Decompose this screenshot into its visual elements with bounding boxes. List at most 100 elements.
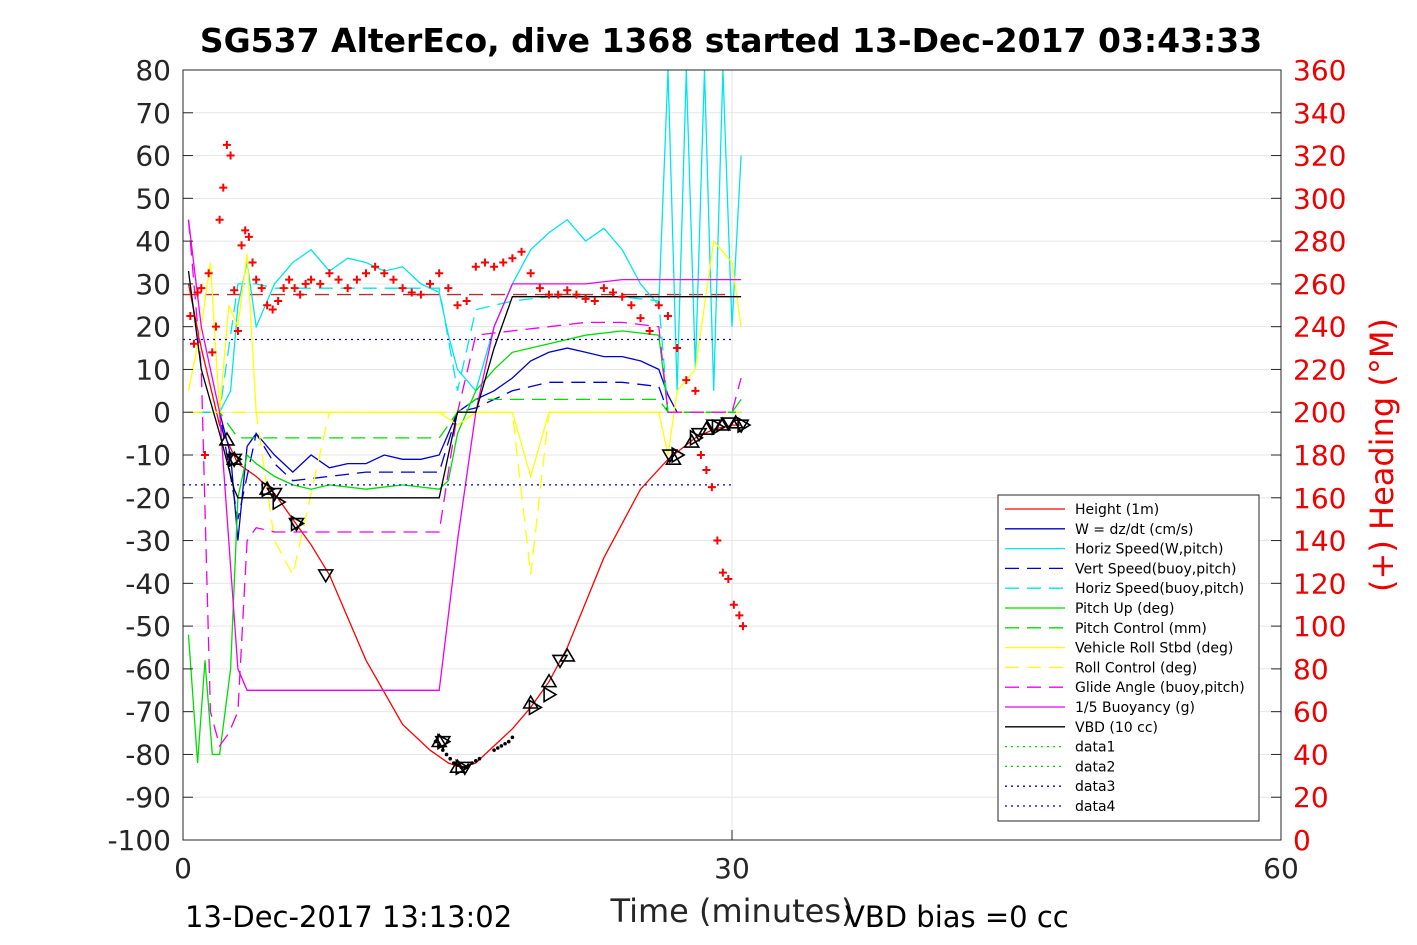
marker-dot (470, 761, 474, 765)
heading-point (371, 262, 380, 271)
x-axis-ticks: 0 30 60 (174, 830, 1299, 885)
heading-point (197, 284, 206, 293)
heading-point (186, 311, 195, 320)
heading-point (627, 301, 636, 310)
marker-triangle-right (228, 450, 243, 468)
heading-point (590, 297, 599, 305)
heading-point (729, 600, 738, 609)
heading-point (189, 339, 198, 348)
marker-triangle-down (661, 449, 679, 464)
legend-label-height: Height (1m) (1075, 502, 1159, 518)
heading-point (718, 568, 727, 577)
heading-point (211, 322, 220, 331)
x-axis-label: Time (minutes) (610, 892, 854, 930)
footer-vbd-bias: VBD bias =0 cc (845, 900, 1069, 934)
y2-tick-label: 300 (1293, 182, 1346, 215)
y-tick-label: 70 (135, 97, 171, 130)
marker-dot (441, 748, 445, 752)
y2-tick-label: 280 (1293, 225, 1346, 258)
x-tick-label: 60 (1263, 852, 1299, 885)
heading-point (301, 279, 310, 288)
heading-point (215, 215, 224, 224)
marker-dot (448, 756, 452, 761)
heading-point (609, 288, 618, 297)
marker-dot (506, 739, 511, 744)
y2-tick-label: 260 (1293, 268, 1346, 301)
heading-point (738, 622, 747, 631)
heading-point (252, 275, 261, 284)
heading-point (204, 269, 213, 278)
y2-tick-label: 320 (1293, 140, 1346, 173)
marker-dot (444, 752, 449, 757)
marker-triangle-right (455, 758, 470, 776)
y-tick-label: 60 (135, 140, 171, 173)
y-tick-label: -80 (125, 738, 171, 771)
legend-label-roll: Vehicle Roll Stbd (deg) (1075, 641, 1233, 657)
heading-point (462, 297, 471, 305)
marker-triangle-right (261, 480, 276, 498)
legend-label-glide_angle: Glide Angle (buoy,pitch) (1075, 680, 1245, 696)
y2-tick-label: 40 (1293, 738, 1329, 771)
heading-point (380, 269, 389, 278)
heading-point (581, 294, 590, 303)
y-tick-label: 80 (135, 54, 171, 87)
marker-triangle-up (540, 673, 558, 688)
heading-point (735, 611, 744, 620)
marker-triangle-right (737, 416, 752, 434)
heading-point (290, 284, 299, 293)
legend-label-vbd: VBD (10 cc) (1075, 720, 1158, 736)
y-axis-ticks: -100-90-80-70-60-50-40-30-20-10010203040… (107, 54, 193, 857)
y2-tick-label: 180 (1293, 439, 1346, 472)
heading-point (663, 311, 672, 320)
y2-axis-ticks: 0 20 40 60 80 100 120 140 160 180 200 220 240 260 280 3… (1271, 54, 1346, 857)
x-tick-label: 30 (714, 852, 750, 885)
heading-point (268, 305, 277, 314)
y-tick-label: 50 (135, 182, 171, 215)
legend-label-pitch_control: Pitch Control (mm) (1075, 621, 1207, 637)
heading-point (296, 290, 305, 299)
heading-point (490, 262, 499, 271)
heading-point (696, 451, 705, 459)
y-tick-label: 20 (135, 311, 171, 344)
marker-triangle-right (543, 686, 558, 703)
heading-point (416, 290, 425, 299)
marker-triangle-right (290, 515, 306, 532)
heading-point (325, 269, 334, 278)
marker-dot (503, 741, 507, 746)
heading-point (222, 140, 231, 149)
heading-point (499, 258, 508, 267)
chart-title: SG537 AlterEco, dive 1368 started 13-Dec… (200, 21, 1262, 60)
y-tick-label: -10 (125, 439, 171, 472)
marker-dot (433, 739, 438, 744)
series-line-glide_angle (187, 219, 742, 748)
y-tick-label: -30 (125, 525, 171, 558)
y-tick-label: 10 (135, 353, 171, 386)
series-line-vert_speed_buoy (188, 381, 742, 520)
heading-point (230, 286, 239, 295)
legend-label-vert_speed_buoy: Vert Speed(buoy,pitch) (1075, 561, 1237, 577)
heading-point (471, 262, 480, 271)
marker-dot (455, 763, 460, 767)
marker-dot (466, 763, 471, 767)
y-tick-label: 30 (135, 268, 171, 301)
marker-triangle-down (551, 654, 569, 669)
legend-label-w: W = dz/dt (cm/s) (1075, 522, 1194, 538)
heading-point (645, 326, 654, 335)
legend-label-pitch_up: Pitch Up (deg) (1075, 601, 1174, 617)
y-tick-label: -90 (125, 781, 171, 814)
marker-dot (499, 744, 504, 748)
legend-label-horiz_speed: Horiz Speed(W,pitch) (1075, 542, 1223, 558)
marker-triangle-up (665, 450, 682, 465)
heading-point (572, 290, 581, 299)
heading-point (398, 284, 407, 293)
heading-point (535, 284, 544, 293)
x-tick-label: 0 (174, 852, 192, 885)
heading-point (233, 326, 242, 335)
marker-triangle-up (218, 431, 236, 446)
legend-label-data1: data1 (1075, 740, 1115, 756)
y2-tick-label: 340 (1293, 97, 1346, 130)
legend-label-data4: data4 (1075, 799, 1116, 815)
marker-triangle-right (671, 446, 686, 464)
heading-point (274, 297, 283, 305)
